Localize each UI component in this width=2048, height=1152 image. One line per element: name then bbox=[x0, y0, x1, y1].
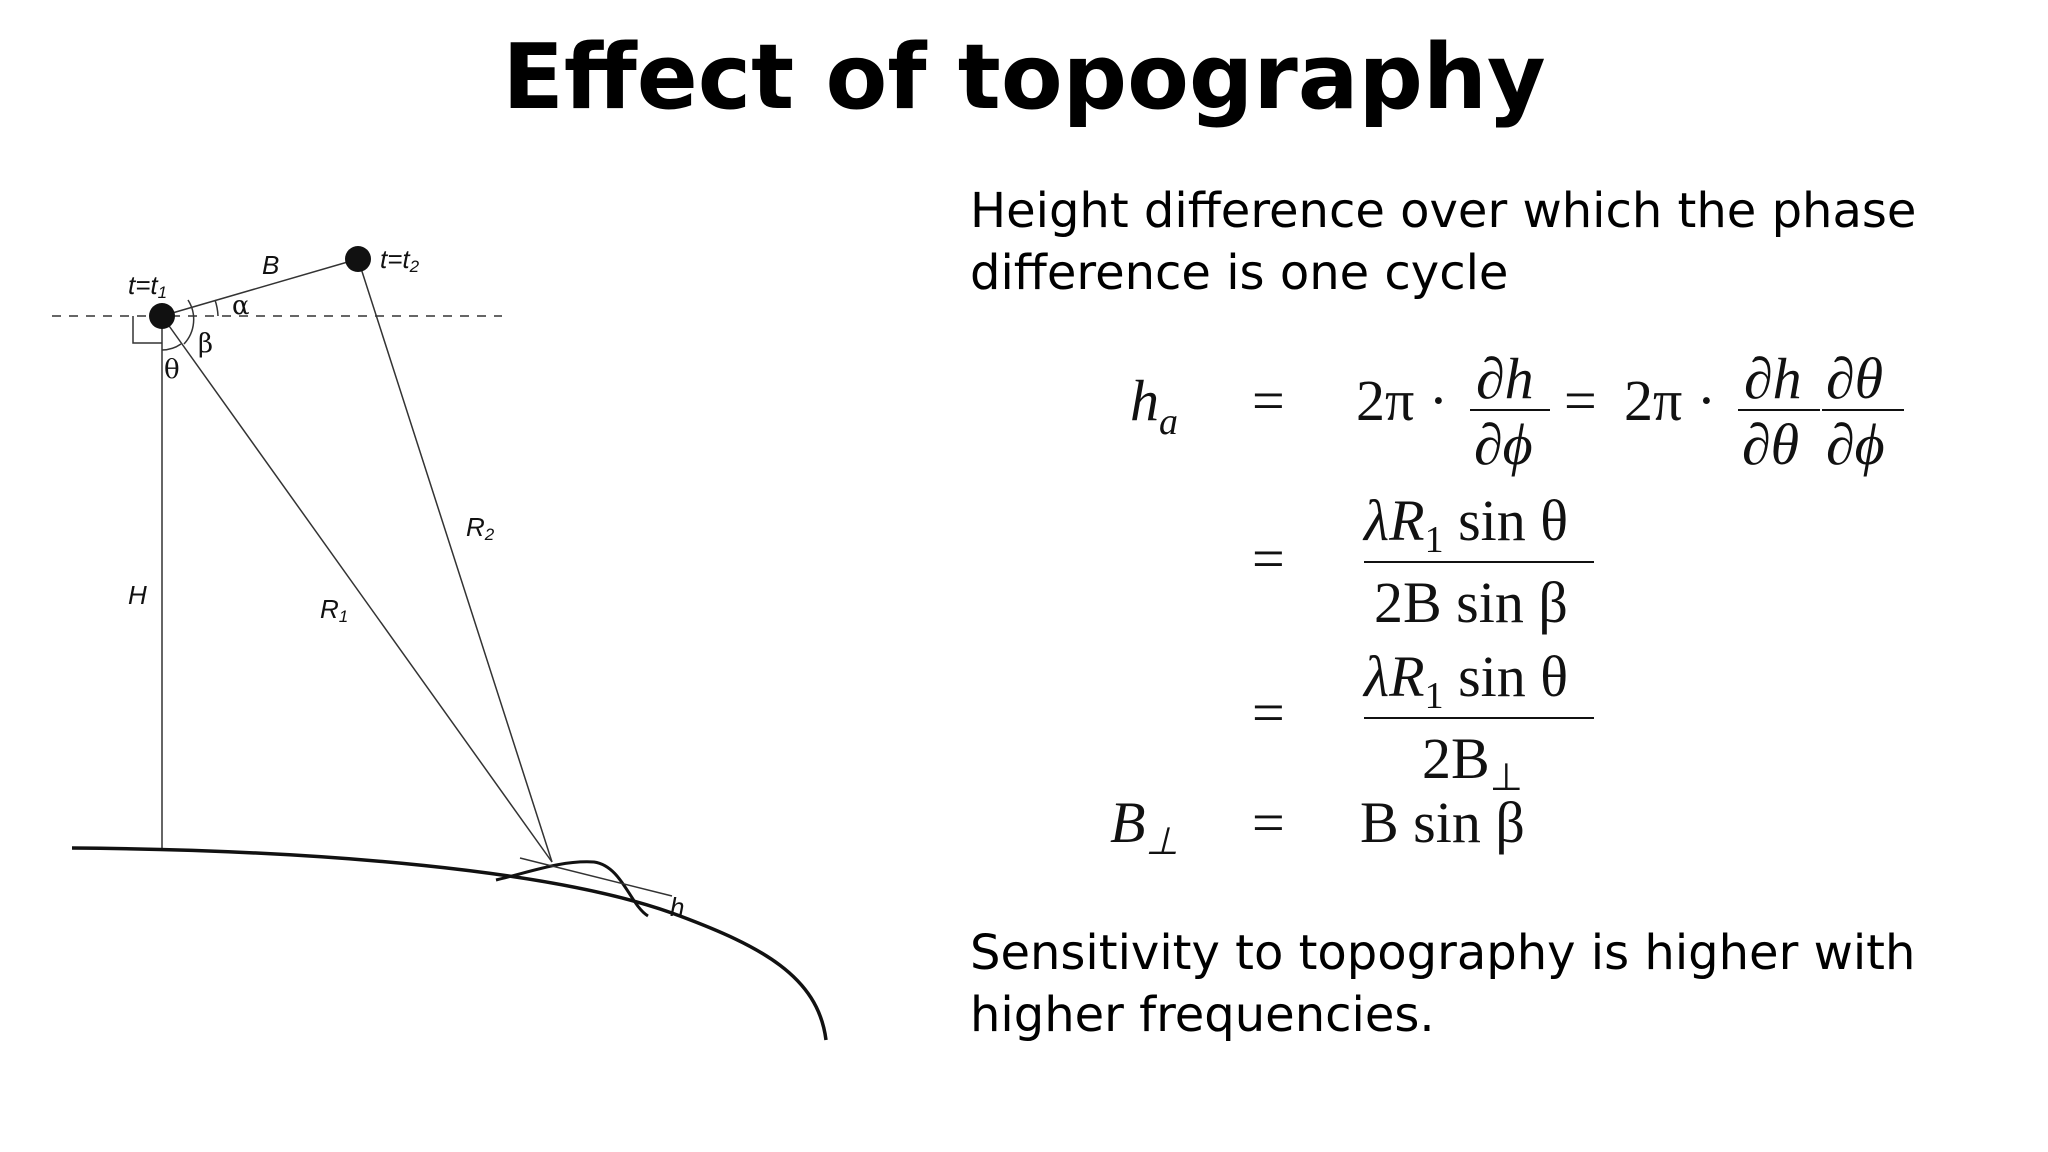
eq1-coef2: 2π · bbox=[1624, 368, 1716, 433]
eq4-equals: = bbox=[1252, 790, 1285, 855]
eq1-coef1: 2π · bbox=[1356, 368, 1448, 433]
eq3-numerator: λR1 sin θ bbox=[1362, 644, 1568, 717]
equation-row-1: ha = 2π · ∂h ∂ϕ = 2π · ∂h ∂θ ∂θ ∂ϕ bbox=[1130, 346, 1904, 477]
range-r1-line bbox=[161, 315, 553, 863]
label-range-r2: R2 bbox=[466, 512, 495, 544]
label-terrain-height: h bbox=[670, 892, 684, 922]
eq1-lhs: ha bbox=[1130, 368, 1178, 443]
eq1-frac2-den: ∂θ bbox=[1742, 412, 1799, 477]
range-r2-line bbox=[357, 258, 553, 863]
label-height: H bbox=[128, 580, 147, 610]
eq1-frac2-num: ∂h bbox=[1744, 346, 1802, 411]
eq3-equals: = bbox=[1252, 680, 1285, 745]
equation-row-3: = λR1 sin θ 2B⊥ bbox=[1252, 644, 1594, 799]
insar-geometry-diagram: t=t1 t=t2 B α β θ H R1 R2 h bbox=[52, 244, 828, 1041]
slide-title: Effect of topography bbox=[502, 25, 1546, 130]
eq1-frac3-num: ∂θ bbox=[1826, 346, 1883, 411]
satellite-position-t2 bbox=[345, 246, 371, 272]
height-ambiguity-equations: ha = 2π · ∂h ∂ϕ = 2π · ∂h ∂θ ∂θ ∂ϕ = λR1… bbox=[1110, 346, 1904, 863]
alpha-arc bbox=[214, 299, 219, 317]
eq1-equals-2: = bbox=[1564, 368, 1597, 433]
eq2-equals: = bbox=[1252, 526, 1285, 591]
label-t2: t=t2 bbox=[380, 244, 420, 276]
label-theta: θ bbox=[164, 355, 180, 385]
label-range-r1: R1 bbox=[320, 594, 348, 626]
label-beta: β bbox=[198, 329, 213, 359]
local-tangent-line bbox=[519, 857, 673, 897]
eq1-frac1-num: ∂h bbox=[1476, 346, 1534, 411]
eq2-denominator: 2B sin β bbox=[1374, 570, 1568, 635]
eq1-equals: = bbox=[1252, 368, 1285, 433]
label-alpha: α bbox=[232, 291, 250, 321]
eq4-lhs: B⊥ bbox=[1110, 790, 1179, 863]
eq1-frac1-den: ∂ϕ bbox=[1474, 412, 1533, 477]
baseline-line bbox=[161, 258, 359, 317]
label-baseline: B bbox=[262, 250, 279, 280]
equation-row-2: = λR1 sin θ 2B sin β bbox=[1252, 488, 1594, 635]
eq3-denominator: 2B⊥ bbox=[1422, 726, 1523, 799]
intro-text: Height difference over which the phase d… bbox=[970, 183, 1917, 301]
earth-surface-curve bbox=[71, 846, 828, 1041]
satellite-position-t1 bbox=[149, 303, 175, 329]
label-t1: t=t1 bbox=[128, 270, 167, 302]
eq2-numerator: λR1 sin θ bbox=[1362, 488, 1568, 561]
right-angle-marker bbox=[132, 316, 162, 344]
sensitivity-text: Sensitivity to topography is higher with… bbox=[970, 925, 1916, 1043]
theta-arc bbox=[161, 343, 182, 351]
equation-row-4: B⊥ = B sin β bbox=[1110, 790, 1525, 863]
topographic-bump bbox=[495, 860, 649, 918]
eq4-rhs: B sin β bbox=[1360, 790, 1525, 855]
eq1-frac3-den: ∂ϕ bbox=[1826, 412, 1885, 477]
beta-arc bbox=[183, 299, 195, 345]
